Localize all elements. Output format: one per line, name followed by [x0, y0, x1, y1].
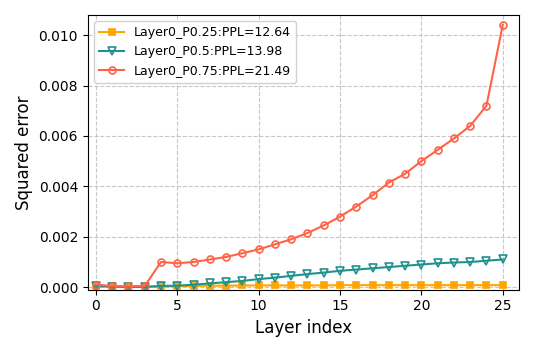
Layer0_P0.25:PPL=12.64 [125, 284, 132, 289]
Line: Layer0_P0.5:PPL=13.98: Layer0_P0.5:PPL=13.98 [92, 255, 507, 291]
Layer0_P0.25:PPL=12.64 [288, 283, 294, 288]
Layer0_P0.5:PPL=13.98 [386, 265, 392, 269]
Layer0_P0.5:PPL=13.98 [353, 268, 359, 272]
Layer0_P0.5:PPL=13.98 [142, 285, 148, 289]
Layer0_P0.5:PPL=13.98 [288, 274, 294, 278]
Layer0_P0.5:PPL=13.98 [125, 285, 132, 289]
Layer0_P0.25:PPL=12.64 [109, 284, 115, 289]
Layer0_P0.5:PPL=13.98 [337, 269, 343, 273]
Layer0_P0.25:PPL=12.64 [174, 284, 180, 288]
Layer0_P0.25:PPL=12.64 [386, 283, 392, 287]
Layer0_P0.75:PPL=21.49 [386, 181, 392, 185]
Layer0_P0.75:PPL=21.49 [239, 251, 246, 255]
Layer0_P0.25:PPL=12.64 [499, 283, 506, 287]
Layer0_P0.5:PPL=13.98 [93, 284, 99, 288]
Layer0_P0.25:PPL=12.64 [451, 283, 457, 287]
Layer0_P0.25:PPL=12.64 [402, 283, 409, 287]
Legend: Layer0_P0.25:PPL=12.64, Layer0_P0.5:PPL=13.98, Layer0_P0.75:PPL=21.49: Layer0_P0.25:PPL=12.64, Layer0_P0.5:PPL=… [94, 21, 296, 83]
Layer0_P0.75:PPL=21.49 [125, 284, 132, 289]
Layer0_P0.25:PPL=12.64 [255, 283, 262, 288]
Layer0_P0.75:PPL=21.49 [418, 159, 425, 163]
Layer0_P0.5:PPL=13.98 [435, 261, 441, 265]
Layer0_P0.75:PPL=21.49 [435, 148, 441, 152]
Layer0_P0.5:PPL=13.98 [174, 284, 180, 288]
Layer0_P0.25:PPL=12.64 [370, 283, 376, 287]
Layer0_P0.25:PPL=12.64 [337, 283, 343, 287]
Layer0_P0.5:PPL=13.98 [370, 266, 376, 270]
Line: Layer0_P0.75:PPL=21.49: Layer0_P0.75:PPL=21.49 [92, 21, 506, 290]
Layer0_P0.25:PPL=12.64 [353, 283, 359, 287]
Layer0_P0.75:PPL=21.49 [499, 23, 506, 27]
Layer0_P0.25:PPL=12.64 [142, 284, 148, 289]
Layer0_P0.25:PPL=12.64 [223, 284, 229, 288]
Layer0_P0.75:PPL=21.49 [174, 261, 180, 265]
Layer0_P0.75:PPL=21.49 [142, 284, 148, 288]
Layer0_P0.25:PPL=12.64 [320, 283, 327, 288]
Layer0_P0.25:PPL=12.64 [158, 284, 164, 289]
Layer0_P0.5:PPL=13.98 [109, 284, 115, 289]
Layer0_P0.5:PPL=13.98 [402, 264, 409, 268]
Layer0_P0.75:PPL=21.49 [353, 205, 359, 209]
Layer0_P0.5:PPL=13.98 [207, 281, 213, 285]
Layer0_P0.5:PPL=13.98 [272, 276, 278, 280]
Layer0_P0.5:PPL=13.98 [158, 284, 164, 288]
Layer0_P0.5:PPL=13.98 [190, 283, 197, 287]
Layer0_P0.75:PPL=21.49 [223, 255, 229, 259]
Line: Layer0_P0.25:PPL=12.64: Layer0_P0.25:PPL=12.64 [92, 282, 506, 290]
Layer0_P0.5:PPL=13.98 [467, 260, 473, 264]
Layer0_P0.75:PPL=21.49 [255, 247, 262, 252]
Layer0_P0.5:PPL=13.98 [320, 270, 327, 275]
Layer0_P0.75:PPL=21.49 [158, 260, 164, 264]
Layer0_P0.5:PPL=13.98 [304, 272, 311, 276]
Layer0_P0.75:PPL=21.49 [93, 283, 99, 287]
Layer0_P0.75:PPL=21.49 [190, 260, 197, 264]
Layer0_P0.75:PPL=21.49 [288, 237, 294, 241]
Layer0_P0.25:PPL=12.64 [304, 283, 311, 288]
Layer0_P0.5:PPL=13.98 [418, 262, 425, 266]
Layer0_P0.25:PPL=12.64 [190, 284, 197, 288]
Layer0_P0.25:PPL=12.64 [435, 283, 441, 287]
Layer0_P0.25:PPL=12.64 [207, 284, 213, 288]
Layer0_P0.5:PPL=13.98 [483, 259, 490, 263]
Layer0_P0.25:PPL=12.64 [239, 283, 246, 288]
Layer0_P0.75:PPL=21.49 [272, 242, 278, 246]
Layer0_P0.75:PPL=21.49 [109, 284, 115, 288]
Layer0_P0.75:PPL=21.49 [402, 172, 409, 176]
Y-axis label: Squared error: Squared error [15, 95, 33, 209]
Layer0_P0.25:PPL=12.64 [483, 283, 490, 287]
Layer0_P0.75:PPL=21.49 [320, 223, 327, 227]
Layer0_P0.5:PPL=13.98 [223, 280, 229, 284]
Layer0_P0.75:PPL=21.49 [370, 193, 376, 197]
Layer0_P0.5:PPL=13.98 [499, 257, 506, 262]
Layer0_P0.5:PPL=13.98 [239, 279, 246, 283]
Layer0_P0.25:PPL=12.64 [93, 284, 99, 288]
X-axis label: Layer index: Layer index [255, 319, 352, 337]
Layer0_P0.25:PPL=12.64 [467, 283, 473, 287]
Layer0_P0.75:PPL=21.49 [304, 231, 311, 235]
Layer0_P0.5:PPL=13.98 [255, 277, 262, 281]
Layer0_P0.25:PPL=12.64 [418, 283, 425, 287]
Layer0_P0.25:PPL=12.64 [272, 283, 278, 288]
Layer0_P0.5:PPL=13.98 [451, 260, 457, 265]
Layer0_P0.75:PPL=21.49 [451, 136, 457, 140]
Layer0_P0.75:PPL=21.49 [207, 257, 213, 262]
Layer0_P0.75:PPL=21.49 [483, 103, 490, 108]
Layer0_P0.75:PPL=21.49 [337, 214, 343, 219]
Layer0_P0.75:PPL=21.49 [467, 124, 473, 128]
